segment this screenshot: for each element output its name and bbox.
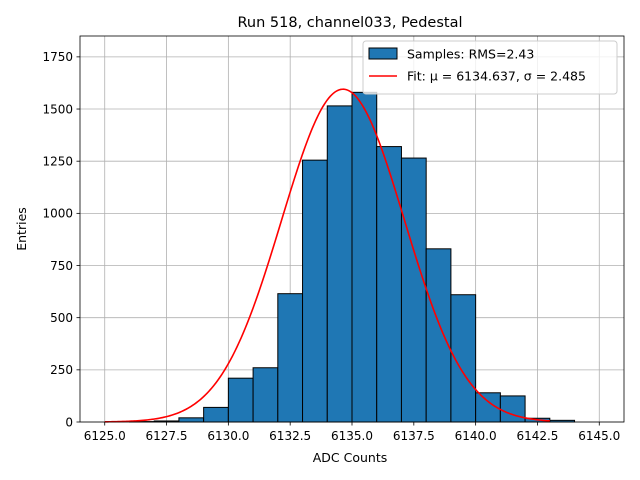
y-tick-label: 1750 (42, 50, 73, 64)
histogram-bar (326, 105, 353, 423)
x-tick-label: 6130.0 (207, 429, 249, 443)
y-tick-label: 1000 (42, 207, 73, 221)
histogram-bar (400, 157, 427, 423)
x-tick-label: 6137.5 (393, 429, 435, 443)
y-tick-label: 500 (50, 311, 73, 325)
histogram-bar (203, 406, 229, 423)
legend-box (362, 40, 618, 95)
x-axis-ticks: 6125.0 6127.5 6130.0 6132.5 6135.0 6137.5 6140… (84, 422, 620, 443)
x-tick-label: 6142.5 (516, 429, 558, 443)
histogram-bar (252, 367, 279, 423)
x-tick-label: 6135.0 (331, 429, 373, 443)
x-tick-label: 6125.0 (84, 429, 126, 443)
y-tick-label: 1500 (42, 102, 73, 116)
histogram-bar (499, 395, 526, 423)
y-tick-label: 250 (50, 363, 73, 377)
fit-curve (104, 88, 550, 423)
x-tick-label: 6127.5 (146, 429, 188, 443)
legend-label-fit: Fit: μ = 6134.637, σ = 2.485 (407, 69, 586, 84)
x-tick-label: 6132.5 (269, 429, 311, 443)
x-tick-label: 6145.0 (578, 429, 620, 443)
legend-swatch-samples (368, 47, 398, 60)
histogram-bar (227, 377, 254, 423)
y-axis-ticks: 0 250 500 750 1000 1250 1500 1750 (42, 50, 80, 429)
x-tick-label: 6140.0 (455, 429, 497, 443)
chart-title: Run 518, channel033, Pedestal (237, 15, 462, 31)
y-tick-label: 0 (65, 415, 73, 429)
legend: Samples: RMS=2.43 Fit: μ = 6134.637, σ =… (362, 40, 618, 95)
y-axis-label: Entries (14, 207, 29, 251)
histogram-bars (128, 91, 576, 423)
histogram-bar (425, 248, 452, 423)
y-tick-label: 1250 (42, 154, 73, 168)
x-axis-label: ADC Counts (313, 450, 388, 465)
histogram-bar (302, 159, 328, 423)
legend-label-samples: Samples: RMS=2.43 (407, 47, 534, 62)
histogram-bar (351, 91, 378, 423)
histogram-bar (277, 293, 304, 423)
histogram-bar (376, 146, 402, 423)
histogram-bar (178, 417, 205, 423)
y-tick-label: 750 (50, 259, 73, 273)
